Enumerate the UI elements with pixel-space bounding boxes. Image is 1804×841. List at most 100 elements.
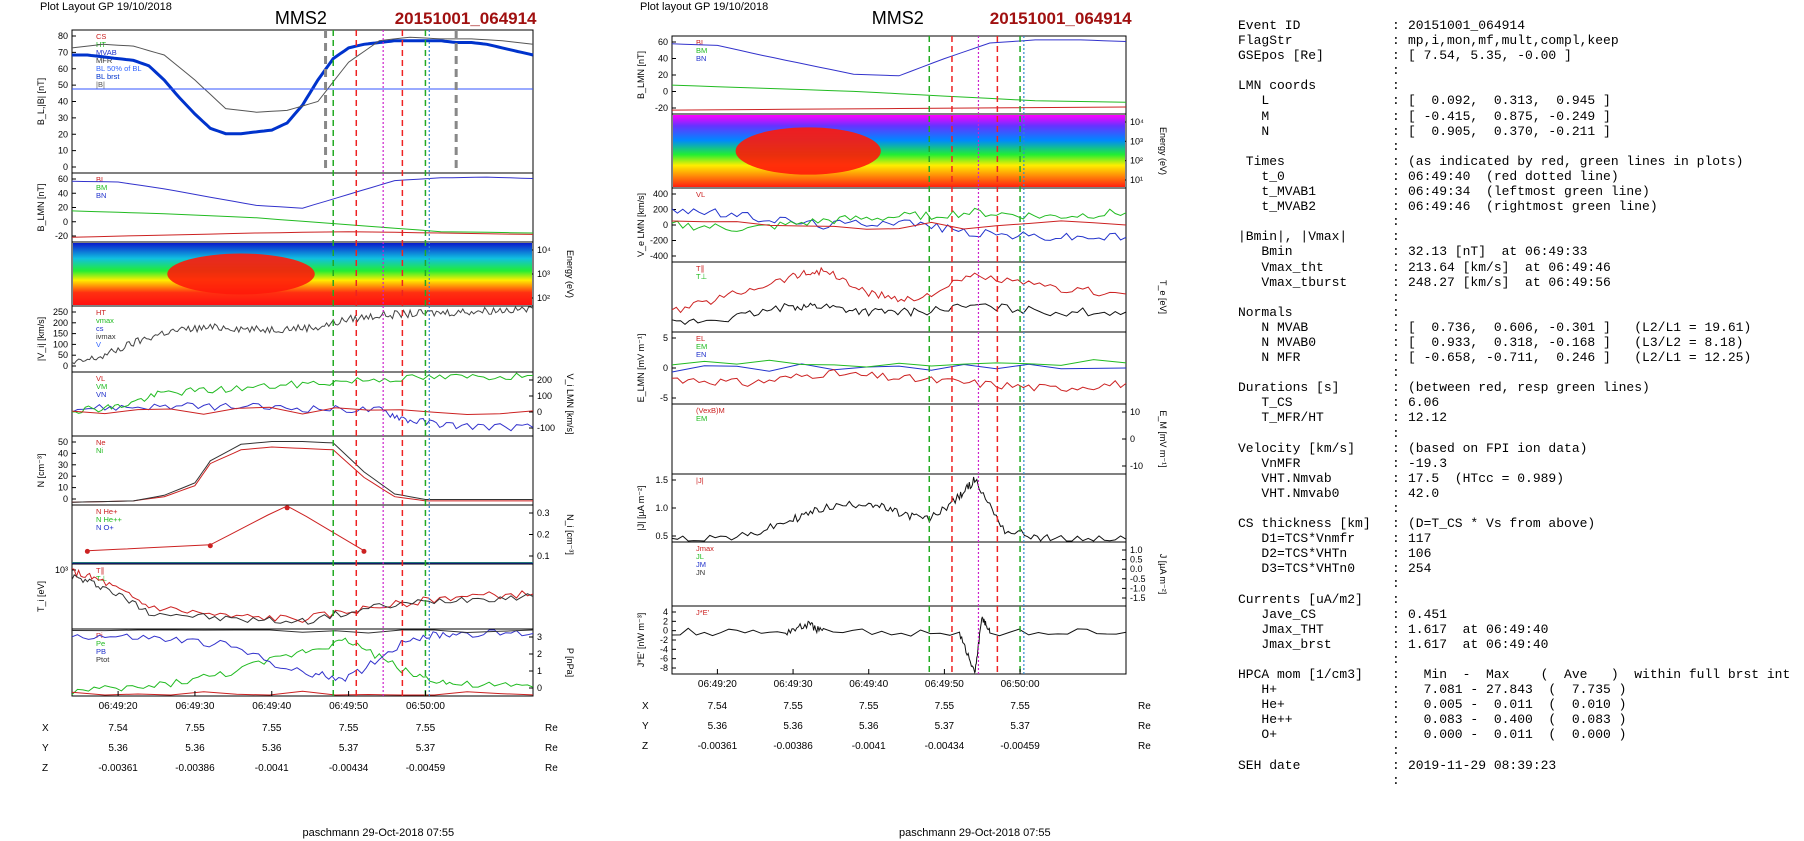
R-orbit-value: 5.36 xyxy=(859,721,879,732)
L-series-pb xyxy=(71,629,534,682)
summary-key: FlagStr xyxy=(1238,33,1293,49)
R-ytick-label-right: 10⁴ xyxy=(1130,117,1144,127)
L-ytick-label-right: 200 xyxy=(537,375,552,385)
summary-colon: : xyxy=(1392,350,1400,366)
R-panel-frame xyxy=(671,403,1127,475)
L-ytick-label-right: 100 xyxy=(537,391,552,401)
R-panel-frame xyxy=(671,187,1127,263)
L-series--b- xyxy=(71,36,534,113)
L-legend-entry: Pe xyxy=(96,639,105,648)
R-ytick-label-right: 0.5 xyxy=(1130,555,1143,565)
summary-value: 248.27 [km/s] at 06:49:56 xyxy=(1408,274,1611,290)
summary-key xyxy=(1238,63,1392,78)
summary-key: |Bmin|, |Vmax| xyxy=(1238,229,1348,245)
summary-value: (based on FPI ion data) xyxy=(1408,440,1588,456)
R-ytick-label: -2 xyxy=(660,635,668,645)
R-ylabel: E_LMN [mV m⁻¹] xyxy=(636,334,646,403)
L-ylabel: |V_i| [km/s] xyxy=(36,317,46,361)
L-legend-entry: BL xyxy=(96,175,105,184)
summary-key xyxy=(1238,290,1392,305)
L-orbit-value: 5.36 xyxy=(262,743,282,754)
summary-value: (between red, resp green lines) xyxy=(1408,380,1650,396)
R-ytick-label: 200 xyxy=(653,205,668,215)
R-legend-entry: BM xyxy=(696,46,707,55)
R-legend-entry: T⊥ xyxy=(696,272,708,281)
summary-key: H+ xyxy=(1238,682,1278,698)
summary-key: M xyxy=(1238,108,1270,124)
L-ytick-label-right: 10⁴ xyxy=(537,245,551,255)
L-orbit-label: Y xyxy=(42,743,49,754)
L-ytick-label: 20 xyxy=(58,129,68,139)
summary-key: D3=TCS*VHTn0 xyxy=(1238,561,1356,577)
summary-value: 0.005 - 0.011 ( 0.010 ) xyxy=(1408,697,1627,713)
plot-canvas: Plot Layout GP 19/10/2018 MMS2 20151001_06… xyxy=(36,1,1168,839)
R-legend-entry: BN xyxy=(696,54,706,63)
summary-value: Min - Max ( Ave ) within full brst int xyxy=(1408,667,1791,683)
R-ytick-label-right: 1.0 xyxy=(1130,545,1143,555)
summary-key: Currents [uA/m2] xyxy=(1238,591,1363,607)
summary-row: Currents [uA/m2]: xyxy=(1238,592,1804,607)
summary-row: M: [ -0.415, 0.875, -0.249 ] xyxy=(1238,109,1804,124)
L-series-t- xyxy=(71,574,534,625)
L-ytick-label: 60 xyxy=(58,174,68,184)
summary-value: 32.13 [nT] at 06:49:33 xyxy=(1408,244,1588,260)
he-plus-plus-marker xyxy=(84,548,90,554)
summary-key: N MVAB xyxy=(1238,319,1309,335)
L-orbit-unit: Re xyxy=(545,723,558,734)
event-summary: Event ID:20151001_064914 FlagStr: mp,i,mon… xyxy=(1238,18,1804,788)
R-ylabel: |J| [µA m⁻²] xyxy=(636,485,646,530)
R-ytick-label: -8 xyxy=(660,663,668,673)
summary-row: HPCA mom [1/cm3]: Min - Max ( Ave ) with… xyxy=(1238,667,1804,682)
summary-value: 0.451 xyxy=(1408,606,1448,622)
summary-row: : xyxy=(1238,214,1804,229)
summary-value: [ 0.905, 0.370, -0.211 ] xyxy=(1408,123,1611,139)
summary-row: Bmin:32.13 [nT] at 06:49:33 xyxy=(1238,244,1804,259)
R-panel-frame xyxy=(671,35,1127,115)
summary-key xyxy=(1238,365,1392,380)
L-legend-entry: ivmax xyxy=(96,332,116,341)
summary-colon: : xyxy=(1392,33,1400,49)
L-ytick-label: 30 xyxy=(58,460,68,470)
summary-value: [ 7.54, 5.35, -0.00 ] xyxy=(1408,48,1572,64)
he-plus-plus-marker xyxy=(284,505,290,511)
R-orbit-value: 5.36 xyxy=(708,721,728,732)
L-ytick-label-right: 3 xyxy=(537,632,542,642)
R-ytick-label-right: 10 xyxy=(1130,407,1140,417)
summary-row: N: [ 0.905, 0.370, -0.211 ] xyxy=(1238,124,1804,139)
R-legend-entry: EM xyxy=(696,414,707,423)
L-spacecraft-title: MMS2 xyxy=(275,8,327,28)
L-series-ni xyxy=(71,441,533,503)
R-series-en xyxy=(671,369,1127,392)
he-plus-plus-marker xyxy=(361,548,367,554)
summary-key xyxy=(1238,652,1392,667)
summary-key: D2=TCS*VHTn xyxy=(1238,546,1348,562)
summary-colon: : xyxy=(1392,667,1400,683)
L-orbit-value: -0.00386 xyxy=(175,763,215,774)
summary-colon: : xyxy=(1392,546,1400,562)
summary-key xyxy=(1238,501,1392,516)
summary-row: GSEpos [Re]: [ 7.54, 5.35, -0.00 ] xyxy=(1238,48,1804,63)
summary-value: 1.617 at 06:49:40 xyxy=(1408,636,1549,652)
L-orbit-unit: Re xyxy=(545,763,558,774)
L-legend-entry: BM xyxy=(96,183,107,192)
R-series-vm xyxy=(671,207,1127,232)
R-ytick-label: -200 xyxy=(650,236,668,246)
summary-colon: : xyxy=(1392,123,1400,139)
L-ytick-label-right: 0 xyxy=(537,407,542,417)
L-ylabel-right: N_i [cm⁻³] xyxy=(565,514,575,555)
summary-value: (as indicated by red, green lines in plo… xyxy=(1408,153,1744,169)
summary-key: SEH date xyxy=(1238,757,1301,773)
R-legend-entry: VL xyxy=(696,190,705,199)
summary-row: Jmax_THT:1.617 at 06:49:40 xyxy=(1238,622,1804,637)
L-series-pe xyxy=(71,690,534,696)
L-orbit-value: 7.55 xyxy=(339,723,359,734)
summary-colon: : xyxy=(1392,63,1400,79)
R-ytick-label: 0 xyxy=(663,363,668,373)
R-legend-entry: EN xyxy=(696,350,706,359)
summary-colon: : xyxy=(1392,501,1400,516)
L-series-vm xyxy=(71,372,533,414)
R-ytick-label: 20 xyxy=(658,70,668,80)
summary-value: mp,i,mon,mf,mult,compl,keep xyxy=(1408,33,1619,49)
L-header: Plot Layout GP 19/10/2018 xyxy=(40,1,172,13)
summary-colon: : xyxy=(1392,410,1400,426)
